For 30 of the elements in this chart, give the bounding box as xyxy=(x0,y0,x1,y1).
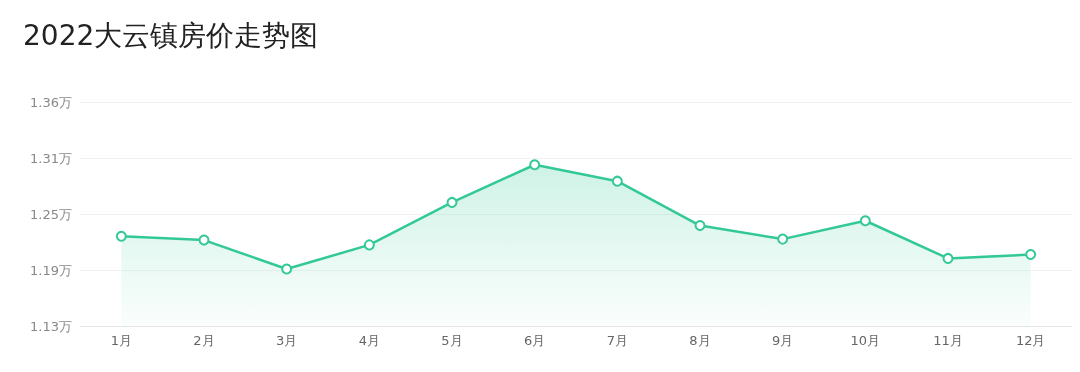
point xyxy=(1025,249,1037,261)
y-tick-label: 1.25万 xyxy=(30,206,72,222)
point xyxy=(529,159,541,171)
x-tick-label: 1月 xyxy=(110,333,132,348)
x-tick-label: 2月 xyxy=(193,333,215,348)
point xyxy=(777,233,789,245)
y-tick-label: 1.31万 xyxy=(30,150,72,166)
point xyxy=(859,215,871,227)
point xyxy=(611,175,623,187)
x-tick-label: 3月 xyxy=(276,333,298,348)
point xyxy=(446,196,458,208)
chart-title: 2022大云镇房价走势图 xyxy=(23,18,319,52)
y-tick-label: 1.13万 xyxy=(30,318,72,334)
point xyxy=(198,234,210,246)
x-tick-label: 9月 xyxy=(772,333,794,348)
y-tick-label: 1.19万 xyxy=(30,262,72,278)
x-tick-label: 11月 xyxy=(933,333,963,348)
point xyxy=(115,230,127,242)
x-tick-label: 6月 xyxy=(524,333,546,348)
x-tick-label: 4月 xyxy=(358,333,380,348)
point xyxy=(363,239,375,251)
y-tick-label: 1.36万 xyxy=(30,94,72,110)
point xyxy=(694,220,706,232)
point xyxy=(942,252,954,264)
x-tick-label: 5月 xyxy=(441,333,463,348)
x-tick-label: 7月 xyxy=(606,333,628,348)
x-tick-label: 8月 xyxy=(689,333,711,348)
x-tick-label: 12月 xyxy=(1015,333,1046,348)
point xyxy=(281,263,293,275)
x-tick-label: 10月 xyxy=(850,333,881,348)
